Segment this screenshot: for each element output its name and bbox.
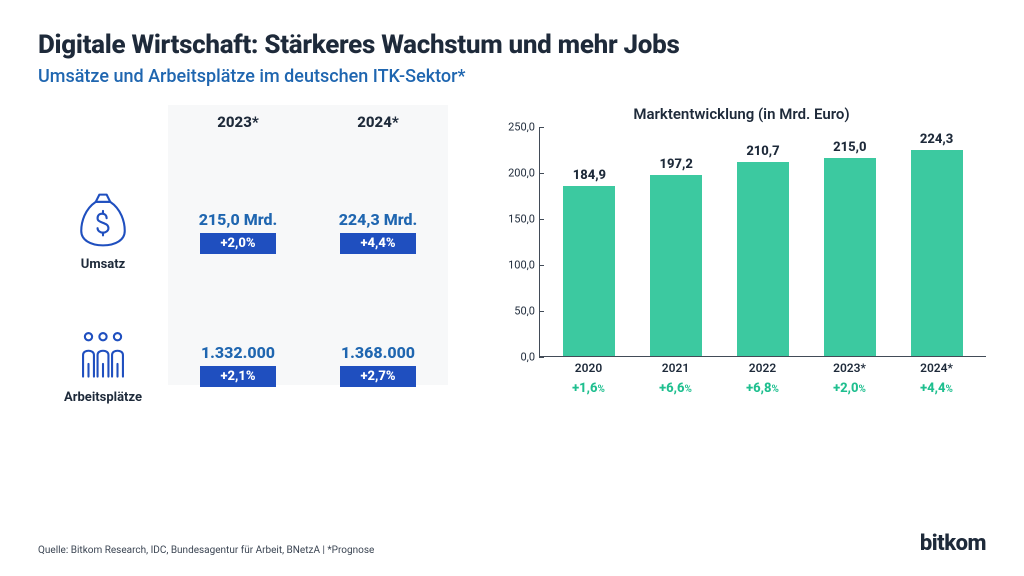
- brand-logo: bitkom: [920, 531, 986, 556]
- chart-y-axis: 0,050,0100,0150,0200,0250,0: [497, 127, 539, 357]
- left-info-table: 2023* 2024* Umsatz: [38, 105, 473, 405]
- chart-x-labels: 2020 2021 2022 2023* 2024*: [539, 361, 986, 375]
- chart-x-tick-label: 2023*: [818, 361, 882, 375]
- chart-bar-value-label: 215,0: [833, 140, 866, 155]
- chart-x-tick-label: 2022: [731, 361, 795, 375]
- table-cell: 215,0 Mrd. +2,0%: [168, 210, 308, 254]
- table-cell: 1.368.000 +2,7%: [308, 343, 448, 387]
- content-area: 2023* 2024* Umsatz: [38, 105, 986, 405]
- chart-bar-wrap: 197,2: [644, 157, 708, 356]
- chart-growth-label: +6,8%: [731, 381, 795, 396]
- chart-bar: [563, 186, 615, 356]
- chart-plot: 184,9 197,2 210,7 215,0 224,3: [539, 127, 986, 357]
- page-subtitle: Umsätze und Arbeitsplätze im deutschen I…: [38, 66, 986, 87]
- chart-bar-value-label: 210,7: [746, 144, 779, 159]
- table-row: Arbeitsplätze 1.332.000 +2,1% 1.368.000 …: [38, 324, 473, 405]
- chart-y-tick: 0,0: [520, 351, 535, 364]
- people-icon: [74, 324, 132, 386]
- row-icon-wrap: Umsatz: [38, 191, 168, 272]
- chart-bar-wrap: 224,3: [905, 132, 969, 356]
- chart-growth-label: +4,4%: [905, 381, 969, 396]
- chart-bar: [824, 158, 876, 356]
- cell-value: 224,3 Mrd.: [308, 210, 448, 229]
- footer: Quelle: Bitkom Research, IDC, Bundesagen…: [38, 531, 986, 556]
- cell-badge: +2,7%: [340, 366, 416, 387]
- chart-bar: [650, 175, 702, 356]
- chart-bar: [737, 162, 789, 356]
- chart-y-tick: 200,0: [508, 167, 535, 180]
- chart-container: Marktentwicklung (in Mrd. Euro) 0,0 50,0 1…: [497, 105, 986, 405]
- cell-badge: +4,4%: [340, 233, 416, 254]
- chart-y-tick: 250,0: [508, 121, 535, 134]
- chart-y-tick: 50,0: [514, 305, 535, 318]
- chart-bar-wrap: 210,7: [731, 144, 795, 356]
- source-text: Quelle: Bitkom Research, IDC, Bundesagen…: [38, 545, 374, 556]
- cell-value: 1.332.000: [168, 343, 308, 362]
- chart-growth-label: +6,6%: [644, 381, 708, 396]
- chart-x-tick-label: 2021: [644, 361, 708, 375]
- chart-bar-value-label: 224,3: [920, 132, 953, 147]
- chart-y-tick: 150,0: [508, 213, 535, 226]
- page-title: Digitale Wirtschaft: Stärkeres Wachstum …: [38, 30, 986, 60]
- table-col-header: 2024*: [308, 105, 448, 139]
- table-col-header: 2023*: [168, 105, 308, 139]
- row-icon-wrap: Arbeitsplätze: [38, 324, 168, 405]
- chart-bar-wrap: 184,9: [557, 168, 621, 356]
- chart-bar-value-label: 184,9: [573, 168, 606, 183]
- chart-growth-label: +1,6%: [557, 381, 621, 396]
- cell-value: 215,0 Mrd.: [168, 210, 308, 229]
- chart-x-tick-label: 2024*: [905, 361, 969, 375]
- chart-bar: [911, 150, 963, 356]
- chart-x-tick-label: 2020: [557, 361, 621, 375]
- chart-y-tick: 100,0: [508, 259, 535, 272]
- table-cell: 1.332.000 +2,1%: [168, 343, 308, 387]
- table-header-row: 2023* 2024*: [168, 105, 473, 139]
- row-caption: Umsatz: [81, 257, 125, 272]
- chart-area: 0,050,0100,0150,0200,0250,0 184,9197,221…: [497, 127, 986, 397]
- chart-bar-wrap: 215,0: [818, 140, 882, 356]
- cell-badge: +2,0%: [200, 233, 276, 254]
- row-caption: Arbeitsplätze: [64, 390, 142, 405]
- chart-growth-row: +1,6% +6,6% +6,8% +2,0% +4,4%: [539, 381, 986, 396]
- cell-value: 1.368.000: [308, 343, 448, 362]
- money-bag-icon: [74, 191, 132, 253]
- chart-growth-label: +2,0%: [818, 381, 882, 396]
- cell-badge: +2,1%: [200, 366, 276, 387]
- table-cell: 224,3 Mrd. +4,4%: [308, 210, 448, 254]
- chart-title: Marktentwicklung (in Mrd. Euro): [497, 105, 986, 123]
- table-row: Umsatz 215,0 Mrd. +2,0% 224,3 Mrd. +4,4%: [38, 191, 473, 272]
- chart-bar-value-label: 197,2: [660, 157, 693, 172]
